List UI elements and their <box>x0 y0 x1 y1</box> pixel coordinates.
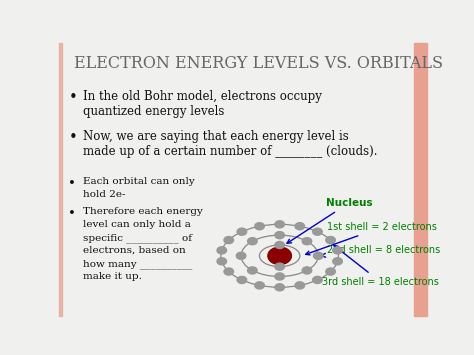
Circle shape <box>237 277 246 284</box>
Text: quantized energy levels: quantized energy levels <box>83 105 225 119</box>
Circle shape <box>247 267 257 274</box>
Circle shape <box>313 277 322 284</box>
Circle shape <box>217 258 227 265</box>
Circle shape <box>217 247 227 254</box>
Bar <box>414 43 427 316</box>
Circle shape <box>295 282 304 289</box>
Circle shape <box>224 268 234 275</box>
Text: hold 2e-: hold 2e- <box>83 190 126 199</box>
Text: specific __________ of: specific __________ of <box>83 233 192 242</box>
Text: •: • <box>68 91 77 105</box>
Circle shape <box>313 228 322 235</box>
Text: •: • <box>68 130 77 145</box>
Text: how many __________: how many __________ <box>83 259 192 269</box>
Text: •: • <box>68 207 76 220</box>
Circle shape <box>275 221 284 228</box>
Circle shape <box>247 237 257 245</box>
Text: electrons, based on: electrons, based on <box>83 246 186 255</box>
Circle shape <box>275 231 284 239</box>
Text: 2nd shell = 8 electrons: 2nd shell = 8 electrons <box>321 245 441 257</box>
Circle shape <box>302 267 312 274</box>
Circle shape <box>224 236 234 244</box>
Circle shape <box>255 223 264 230</box>
Circle shape <box>326 268 335 275</box>
Circle shape <box>333 258 342 265</box>
Circle shape <box>237 252 246 260</box>
Text: level can only hold a: level can only hold a <box>83 220 191 229</box>
Circle shape <box>295 223 304 230</box>
Circle shape <box>302 237 312 245</box>
Circle shape <box>313 252 323 260</box>
Text: make it up.: make it up. <box>83 272 142 281</box>
Text: In the old Bohr model, electrons occupy: In the old Bohr model, electrons occupy <box>83 91 322 103</box>
Text: 1st shell = 2 electrons: 1st shell = 2 electrons <box>306 222 438 255</box>
Circle shape <box>333 247 342 254</box>
Circle shape <box>255 282 264 289</box>
Circle shape <box>275 273 284 280</box>
Circle shape <box>275 263 284 270</box>
Text: Now, we are saying that each energy level is: Now, we are saying that each energy leve… <box>83 130 349 143</box>
Text: Therefore each energy: Therefore each energy <box>83 207 203 215</box>
Circle shape <box>237 228 246 235</box>
Circle shape <box>275 284 284 291</box>
Circle shape <box>275 241 284 248</box>
Text: Each orbital can only: Each orbital can only <box>83 176 195 186</box>
Circle shape <box>326 236 335 244</box>
Bar <box>59 43 62 316</box>
Text: 3rd shell = 18 electrons: 3rd shell = 18 electrons <box>322 245 439 287</box>
Text: •: • <box>68 176 76 190</box>
Text: Nucleus: Nucleus <box>287 198 372 243</box>
Text: made up of a certain number of ________ (clouds).: made up of a certain number of ________ … <box>83 145 378 158</box>
Circle shape <box>268 247 292 264</box>
Text: ELECTRON ENERGY LEVELS VS. ORBITALS: ELECTRON ENERGY LEVELS VS. ORBITALS <box>74 55 443 72</box>
